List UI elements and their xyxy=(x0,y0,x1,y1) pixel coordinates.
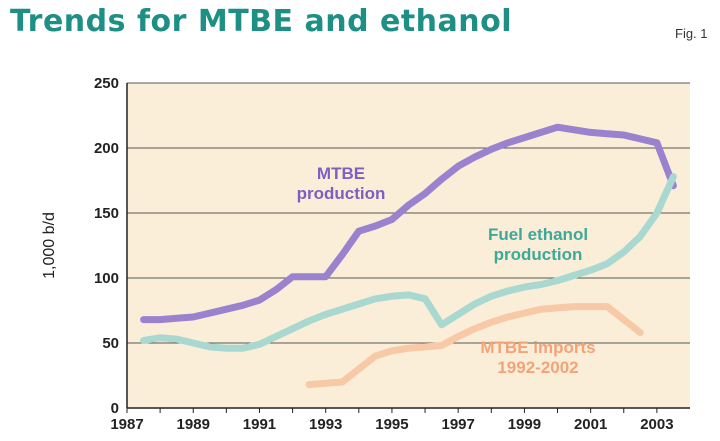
series-label-line: MTBE imports xyxy=(480,338,595,357)
x-tick-label: 2001 xyxy=(574,416,607,433)
y-tick-label: 200 xyxy=(94,140,119,157)
series-label-line: Fuel ethanol xyxy=(488,225,588,244)
series-line-0 xyxy=(140,123,677,324)
plot-background xyxy=(127,83,690,408)
x-tick-label: 2003 xyxy=(640,416,673,433)
series-label-0: MTBE production xyxy=(297,164,386,203)
series-label-2: MTBE imports 1992-2002 xyxy=(480,338,595,377)
axes: 0 50 100 150 200 250 1987 1989 1991 1993 1995 1997 1… xyxy=(41,75,690,433)
x-tick-label: 1987 xyxy=(110,416,143,433)
series-group xyxy=(140,123,677,389)
series-label-line: production xyxy=(297,184,386,203)
y-tick-label: 250 xyxy=(94,75,119,92)
grid-lines xyxy=(127,82,690,344)
y-axis-label: 1,000 b/d xyxy=(41,212,58,279)
chart-title: Trends for MTBE and ethanol xyxy=(10,4,512,39)
series-label-line: production xyxy=(494,245,583,264)
x-tick-label: 1991 xyxy=(243,416,276,433)
figure-label: Fig. 1 xyxy=(675,26,708,41)
y-tick-label: 0 xyxy=(111,400,119,417)
x-tick-label: 1995 xyxy=(375,416,408,433)
y-tick-label: 150 xyxy=(94,205,119,222)
title-text: Trends for MTBE and ethanol xyxy=(10,4,513,39)
x-tick-label: 1993 xyxy=(309,416,342,433)
series-label-line: MTBE xyxy=(317,164,365,183)
x-tick-label: 1997 xyxy=(441,416,474,433)
series-label-line: 1992-2002 xyxy=(497,358,578,377)
y-tick-label: 50 xyxy=(102,335,119,352)
series-line-2 xyxy=(305,303,644,389)
y-tick-label: 100 xyxy=(94,270,119,287)
x-tick-label: 1999 xyxy=(508,416,541,433)
x-tick-label: 1989 xyxy=(177,416,210,433)
series-line-1 xyxy=(140,173,677,352)
series-label-1: Fuel ethanol production xyxy=(488,225,588,264)
